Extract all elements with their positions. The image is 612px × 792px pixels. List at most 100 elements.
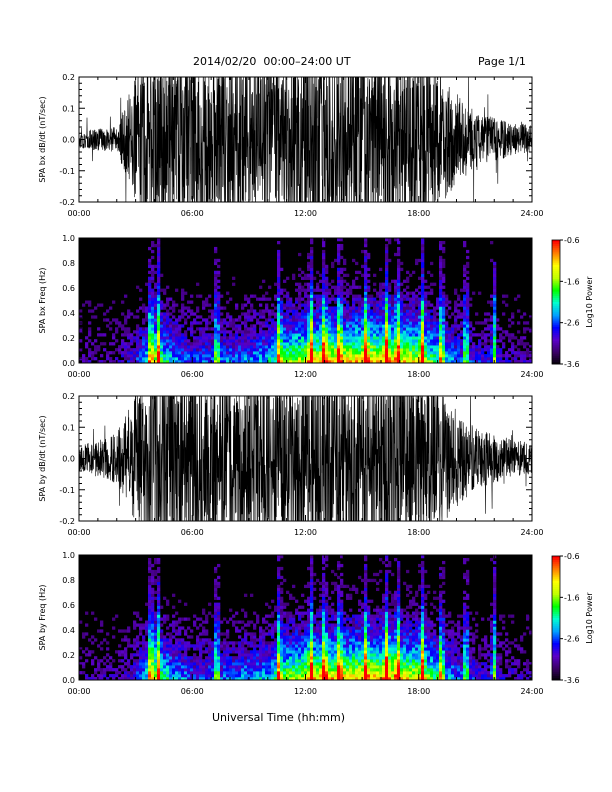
- spectrogram-cell: [385, 333, 389, 337]
- spectrogram-cell: [181, 668, 185, 672]
- spectrogram-cell: [277, 572, 281, 577]
- spectrogram-cell: [295, 611, 299, 615]
- spectrogram-cell: [499, 351, 503, 355]
- spectrogram-cell: [337, 279, 341, 283]
- spectrogram-cell: [130, 339, 134, 343]
- spectrogram-cell: [157, 560, 161, 565]
- spectrogram-cell: [385, 249, 389, 254]
- spectrogram-cell: [328, 327, 332, 331]
- spectrogram-cell: [475, 348, 479, 352]
- spectrogram-cell: [160, 312, 164, 316]
- spectrogram-cell: [154, 635, 158, 639]
- spectrogram-cell: [157, 306, 161, 310]
- spectrogram-cell: [205, 629, 209, 633]
- spectrogram-cell: [157, 333, 161, 337]
- spectrogram-cell: [508, 318, 512, 322]
- spectrogram-cell: [301, 620, 305, 624]
- spectrogram-cell: [364, 291, 368, 295]
- spectrogram-cell: [157, 303, 161, 307]
- spectrogram-cell: [292, 617, 296, 621]
- spectrogram-cell: [283, 321, 287, 325]
- spectrogram-cell: [433, 342, 437, 346]
- spectrogram-cell: [391, 336, 395, 340]
- spectrogram-cell: [325, 333, 329, 337]
- spectrogram-cell: [289, 617, 293, 621]
- spectrogram-cell: [223, 333, 227, 337]
- spectrogram-cell: [145, 318, 149, 322]
- spectrogram-cell: [286, 620, 290, 624]
- spectrogram-cell: [136, 345, 140, 349]
- spectrogram-cell: [211, 662, 215, 666]
- spectrogram-cell: [481, 351, 485, 355]
- spectrogram-cell: [268, 671, 272, 675]
- spectrogram-cell: [253, 345, 257, 349]
- spectrogram-cell: [259, 629, 263, 633]
- spectrogram-cell: [310, 647, 314, 651]
- spectrogram-cell: [343, 261, 347, 266]
- spectrogram-cell: [337, 315, 341, 319]
- spectrogram-cell: [274, 348, 278, 352]
- spectrogram-cell: [178, 677, 182, 681]
- spectrogram-cell: [217, 351, 221, 355]
- spectrogram-cell: [136, 644, 140, 648]
- colorbar-cell: [552, 248, 560, 251]
- spectrogram-cell: [166, 647, 170, 651]
- spectrogram-cell: [478, 339, 482, 343]
- spectrogram-cell: [250, 644, 254, 648]
- spectrogram-cell: [139, 327, 143, 331]
- spectrogram-cell: [436, 354, 440, 358]
- spectrogram-cell: [136, 351, 140, 355]
- spectrogram-cell: [184, 348, 188, 352]
- spectrogram-cell: [292, 309, 296, 313]
- spectrogram-cell: [322, 264, 326, 269]
- spectrogram-cell: [505, 354, 509, 358]
- spectrogram-cell: [217, 620, 221, 624]
- spectrogram-cell: [121, 674, 125, 678]
- spectrogram-cell: [274, 638, 278, 642]
- spectrogram-image: [79, 555, 533, 681]
- spectrogram-cell: [142, 345, 146, 349]
- spectrogram-cell: [319, 360, 323, 364]
- spectrogram-cell: [205, 617, 209, 621]
- spectrogram-cell: [280, 641, 284, 645]
- spectrogram-cell: [373, 318, 377, 322]
- spectrogram-cell: [166, 674, 170, 678]
- spectrogram-cell: [142, 342, 146, 346]
- spectrogram-cell: [154, 662, 158, 666]
- spectrogram-cell: [238, 327, 242, 331]
- spectrogram-cell: [166, 360, 170, 364]
- spectrogram-cell: [319, 315, 323, 319]
- spectrogram-cell: [262, 348, 266, 352]
- spectrogram-cell: [370, 333, 374, 337]
- spectrogram-cell: [277, 336, 281, 340]
- spectrogram-cell: [127, 662, 131, 666]
- spectrogram-cell: [319, 632, 323, 636]
- spectrogram-cell: [322, 587, 326, 592]
- spectrogram-cell: [406, 342, 410, 346]
- spectrogram-cell: [217, 339, 221, 343]
- spectrogram-cell: [310, 255, 314, 260]
- spectrogram-cell: [268, 647, 272, 651]
- spectrogram-cell: [346, 351, 350, 355]
- spectrogram-cell: [376, 312, 380, 316]
- spectrogram-cell: [196, 315, 200, 319]
- spectrogram-cell: [523, 345, 527, 349]
- spectrogram-cell: [406, 333, 410, 337]
- colorbar-cell: [552, 333, 560, 336]
- spectrogram-cell: [205, 327, 209, 331]
- spectrogram-cell: [205, 336, 209, 340]
- spectrogram-cell: [319, 303, 323, 307]
- spectrogram-cell: [151, 599, 155, 603]
- spectrogram-cell: [328, 354, 332, 358]
- spectrogram-cell: [136, 614, 140, 618]
- spectrogram-cell: [304, 288, 308, 292]
- spectrogram-cell: [229, 650, 233, 654]
- spectrogram-cell: [385, 351, 389, 355]
- spectrogram-cell: [205, 641, 209, 645]
- spectrogram-cell: [409, 351, 413, 355]
- spectrogram-cell: [151, 273, 155, 277]
- spectrogram-cell: [277, 306, 281, 310]
- spectrogram-cell: [250, 318, 254, 322]
- spectrogram-cell: [115, 671, 119, 675]
- spectrogram-cell: [280, 351, 284, 355]
